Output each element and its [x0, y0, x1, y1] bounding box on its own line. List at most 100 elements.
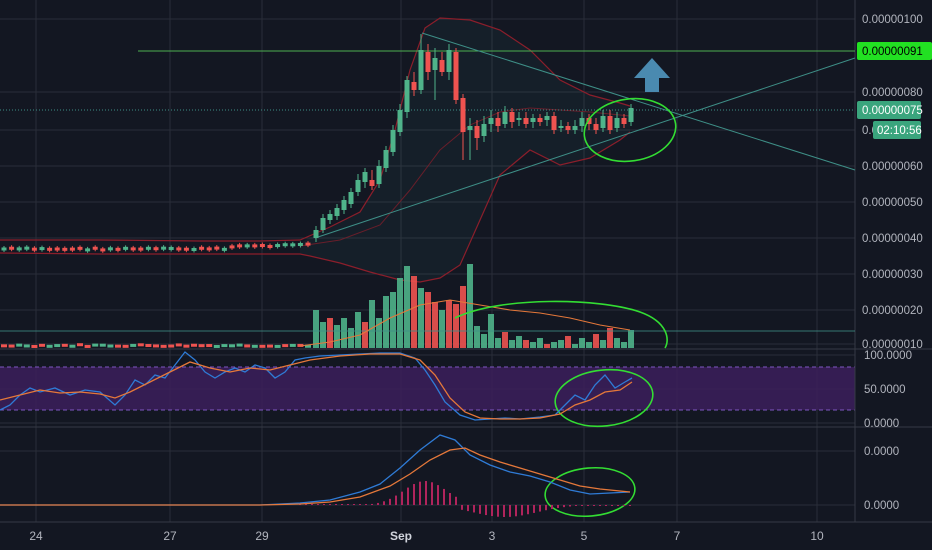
candle-body: [327, 214, 333, 220]
candle-body: [24, 246, 30, 250]
resistance-price-tag: [857, 42, 932, 60]
candle-body: [275, 244, 281, 248]
macd-histogram-bar: [593, 505, 595, 506]
volume-bar: [607, 328, 613, 348]
volume-bar: [289, 343, 296, 347]
volume-bar: [453, 304, 459, 348]
macd-histogram-bar: [479, 505, 481, 514]
candle-body: [31, 247, 37, 251]
volume-bar: [46, 344, 53, 348]
volume-bar: [206, 344, 213, 348]
rsi-axis[interactable]: 100.0000 50.0000 0.0000: [864, 350, 912, 430]
macd-histogram-bar: [545, 505, 547, 511]
candle-body: [516, 118, 522, 120]
volume-bar: [397, 278, 403, 348]
volume-bar: [369, 300, 375, 348]
candle-body: [183, 247, 189, 251]
price-tick-label: 0.00000080: [862, 87, 923, 99]
volume-bar: [39, 343, 45, 347]
macd-histogram-bar: [629, 505, 631, 506]
macd-histogram-bar: [431, 482, 433, 505]
candle-body: [100, 248, 106, 252]
macd-histogram-bar: [467, 505, 469, 512]
candle-body: [153, 247, 159, 251]
time-tick-label: 10: [810, 529, 824, 543]
trend-line-ascending[interactable]: [314, 57, 856, 239]
volume-bars: [1, 264, 634, 348]
price-tick-label: 0.00000040: [862, 233, 923, 245]
candle-body: [221, 247, 227, 251]
macd-histogram-bar: [527, 505, 529, 515]
volume-bar: [558, 340, 564, 348]
candle-body: [320, 218, 326, 230]
volume-bar: [376, 318, 382, 348]
macd-histogram-bar: [359, 504, 361, 505]
volume-bar: [54, 344, 61, 348]
bar-countdown-tag-text: 02:10:56: [877, 125, 922, 137]
macd-histogram: [299, 481, 631, 517]
price-tick-label: 0.00000020: [862, 305, 923, 317]
volume-bar: [137, 343, 144, 347]
macd-histogram-bar: [401, 491, 403, 505]
candle-body: [123, 246, 129, 250]
up-arrow-icon: [634, 58, 670, 92]
current-price-tag: [857, 101, 921, 119]
candle-body: [39, 247, 45, 251]
macd-histogram-bar: [539, 505, 541, 512]
candle-body: [282, 243, 288, 247]
macd-axis[interactable]: 0.0000 0.0000: [864, 446, 899, 512]
candle-body: [509, 112, 515, 122]
volume-bar: [586, 342, 592, 348]
candle-body: [237, 244, 243, 248]
volume-bar: [145, 344, 152, 348]
volume-bar: [221, 344, 228, 348]
candle-body: [348, 192, 354, 204]
rsi-tick-label: 50.0000: [864, 384, 906, 396]
volume-bar: [92, 343, 99, 347]
trend-line-descending[interactable]: [421, 32, 856, 171]
price-candles[interactable]: [1, 34, 634, 253]
price-axis[interactable]: 0.00000100 0.00000080 0.00000060 0.00000…: [857, 14, 932, 351]
macd-histogram-bar: [443, 488, 445, 505]
volume-bar: [198, 344, 205, 348]
candle-body: [439, 60, 445, 72]
candle-body: [593, 124, 599, 130]
candle-body: [62, 247, 68, 251]
macd-histogram-bar: [503, 505, 505, 517]
macd-histogram-bar: [551, 505, 553, 510]
macd-histogram-bar: [497, 505, 499, 517]
macd-histogram-bar: [581, 505, 583, 506]
volume-bar: [84, 344, 91, 348]
macd-histogram-bar: [521, 505, 523, 516]
volume-bar: [509, 340, 515, 348]
volume-bar: [244, 344, 251, 348]
macd-histogram-bar: [605, 505, 607, 506]
candle-body: [259, 244, 265, 248]
candle-body: [92, 246, 98, 250]
rsi-orange-line: [0, 353, 633, 420]
volume-bar: [439, 310, 445, 348]
macd-histogram-bar: [353, 504, 355, 505]
macd-histogram-bar: [425, 481, 427, 505]
candle-body: [313, 230, 319, 238]
time-axis[interactable]: 24 27 29 Sep 3 5 7 10: [29, 529, 824, 543]
macd-histogram-bar: [575, 505, 577, 506]
macd-histogram-bar: [569, 505, 571, 507]
volume-bar: [1, 344, 7, 348]
macd-histogram-bar: [587, 505, 589, 506]
volume-bar: [320, 322, 326, 348]
volume-bar: [77, 343, 83, 347]
volume-bar: [341, 318, 347, 348]
macd-histogram-bar: [485, 505, 487, 516]
candle-body: [376, 166, 382, 184]
candle-body: [537, 118, 543, 122]
volume-bar: [175, 343, 182, 347]
candle-body: [551, 116, 557, 130]
volume-bar: [502, 332, 508, 348]
candle-body: [290, 243, 296, 247]
volume-bar: [107, 344, 114, 348]
rsi-tick-label: 100.0000: [864, 350, 912, 362]
volume-bar: [432, 302, 438, 348]
volume-bar: [530, 342, 536, 348]
